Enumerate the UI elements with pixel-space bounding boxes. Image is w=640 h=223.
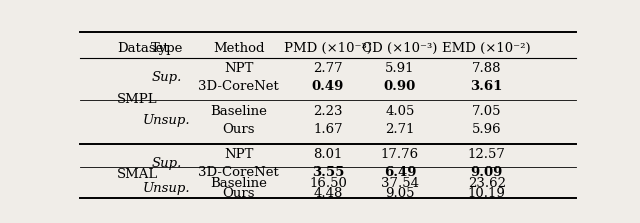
Text: SMPL: SMPL (117, 93, 158, 106)
Text: NPT: NPT (224, 62, 253, 75)
Text: 4.48: 4.48 (314, 187, 342, 200)
Text: Unsup.: Unsup. (143, 114, 191, 127)
Text: 5.91: 5.91 (385, 62, 415, 75)
Text: 2.23: 2.23 (313, 105, 343, 118)
Text: 9.05: 9.05 (385, 187, 415, 200)
Text: 0.49: 0.49 (312, 80, 344, 93)
Text: 6.49: 6.49 (383, 166, 416, 179)
Text: CD (×10⁻³): CD (×10⁻³) (362, 42, 438, 55)
Text: Ours: Ours (223, 123, 255, 136)
Text: 5.96: 5.96 (472, 123, 502, 136)
Text: NPT: NPT (224, 148, 253, 161)
Text: 10.19: 10.19 (468, 187, 506, 200)
Text: 1.67: 1.67 (313, 123, 343, 136)
Text: 7.05: 7.05 (472, 105, 502, 118)
Text: Dataset: Dataset (117, 42, 169, 55)
Text: 17.76: 17.76 (381, 148, 419, 161)
Text: 9.09: 9.09 (470, 166, 503, 179)
Text: 16.50: 16.50 (309, 177, 347, 190)
Text: 3D-CoreNet: 3D-CoreNet (198, 80, 279, 93)
Text: Unsup.: Unsup. (143, 182, 191, 195)
Text: Ours: Ours (223, 187, 255, 200)
Text: 7.88: 7.88 (472, 62, 502, 75)
Text: Baseline: Baseline (211, 177, 267, 190)
Text: 2.77: 2.77 (313, 62, 343, 75)
Text: 8.01: 8.01 (314, 148, 342, 161)
Text: Sup.: Sup. (152, 157, 182, 170)
Text: 3D-CoreNet: 3D-CoreNet (198, 166, 279, 179)
Text: PMD (×10⁻³): PMD (×10⁻³) (284, 42, 372, 55)
Text: 12.57: 12.57 (468, 148, 506, 161)
Text: SMAL: SMAL (117, 167, 159, 180)
Text: 4.05: 4.05 (385, 105, 415, 118)
Text: EMD (×10⁻²): EMD (×10⁻²) (442, 42, 531, 55)
Text: Sup.: Sup. (152, 71, 182, 84)
Text: 37.54: 37.54 (381, 177, 419, 190)
Text: 3.61: 3.61 (470, 80, 503, 93)
Text: Method: Method (213, 42, 264, 55)
Text: 2.71: 2.71 (385, 123, 415, 136)
Text: 3.55: 3.55 (312, 166, 344, 179)
Text: Type: Type (150, 42, 183, 55)
Text: 0.90: 0.90 (384, 80, 416, 93)
Text: Baseline: Baseline (211, 105, 267, 118)
Text: 23.62: 23.62 (468, 177, 506, 190)
